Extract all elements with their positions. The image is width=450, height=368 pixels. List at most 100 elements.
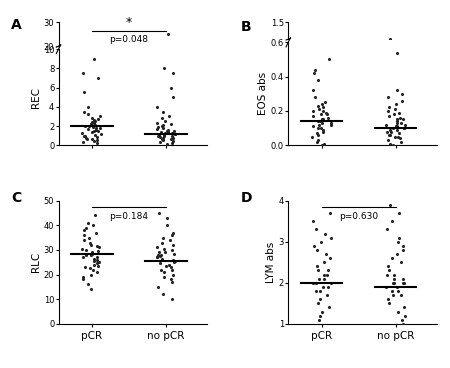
Point <box>81 232 88 238</box>
Point <box>320 141 327 146</box>
Point <box>168 277 175 283</box>
Point <box>85 112 92 117</box>
Point <box>395 130 402 136</box>
Point <box>79 254 86 260</box>
Point <box>165 262 172 268</box>
Text: p=0.048: p=0.048 <box>109 35 148 44</box>
Point <box>162 250 169 255</box>
Point <box>322 244 329 250</box>
Point <box>89 116 96 121</box>
Point <box>90 222 97 228</box>
Point <box>82 135 90 141</box>
Point <box>400 247 407 253</box>
Point <box>391 106 398 112</box>
Point <box>94 116 101 122</box>
Point <box>169 138 176 144</box>
Point <box>320 275 327 281</box>
Point <box>160 235 167 241</box>
Point <box>392 134 399 139</box>
Point <box>394 134 401 139</box>
Point <box>155 210 162 216</box>
Point <box>160 125 167 131</box>
Point <box>94 88 102 93</box>
Point <box>92 125 99 131</box>
Point <box>165 84 172 90</box>
Point <box>314 247 321 253</box>
Point <box>154 133 162 139</box>
Point <box>395 265 402 270</box>
Point <box>170 79 177 85</box>
Point <box>398 259 405 265</box>
Point <box>157 139 164 145</box>
Point <box>400 280 407 286</box>
Point <box>398 120 405 126</box>
Point <box>172 88 179 94</box>
Point <box>318 125 325 131</box>
Point <box>93 254 100 260</box>
Point <box>385 132 392 138</box>
Point <box>396 210 403 216</box>
Point <box>153 86 161 92</box>
Point <box>164 88 171 94</box>
Point <box>314 132 321 138</box>
Point <box>158 252 165 258</box>
Point <box>88 137 95 142</box>
Point <box>159 138 166 144</box>
Point <box>321 231 328 237</box>
Point <box>313 130 320 136</box>
Point <box>92 86 99 92</box>
Point <box>168 140 176 146</box>
Point <box>387 128 395 134</box>
Point <box>167 85 175 91</box>
Point <box>398 254 405 260</box>
Point <box>311 243 318 249</box>
Point <box>88 250 95 255</box>
Point <box>87 240 94 245</box>
Point <box>93 134 100 139</box>
Point <box>310 70 318 76</box>
Point <box>314 263 321 269</box>
Point <box>318 236 325 241</box>
Point <box>385 247 392 253</box>
Point <box>93 269 100 275</box>
Point <box>165 113 172 119</box>
Point <box>393 123 400 129</box>
Point <box>157 261 164 266</box>
Point <box>163 91 171 97</box>
Point <box>397 292 405 298</box>
Point <box>160 269 167 275</box>
Point <box>92 87 99 93</box>
Y-axis label: LYM abs: LYM abs <box>266 242 276 283</box>
Point <box>170 88 177 93</box>
Point <box>384 263 392 269</box>
Point <box>384 108 392 114</box>
Point <box>153 244 160 250</box>
Point <box>390 125 397 131</box>
Point <box>154 252 161 258</box>
Point <box>90 256 98 262</box>
Point <box>172 131 179 137</box>
Point <box>92 132 99 138</box>
Point <box>393 87 400 93</box>
Point <box>383 256 390 262</box>
Point <box>325 56 333 62</box>
Point <box>314 103 321 109</box>
Point <box>87 272 94 277</box>
Point <box>171 251 178 256</box>
Point <box>169 230 176 236</box>
Point <box>80 70 87 76</box>
Point <box>159 90 166 96</box>
Point <box>320 251 327 257</box>
Point <box>315 317 323 323</box>
Point <box>91 212 99 218</box>
Point <box>81 123 89 129</box>
Point <box>395 288 402 294</box>
Point <box>87 252 94 258</box>
Point <box>153 120 161 126</box>
Point <box>90 258 98 264</box>
Point <box>320 259 327 265</box>
Point <box>157 91 164 96</box>
Point <box>83 225 90 231</box>
Point <box>324 272 331 277</box>
Point <box>94 128 102 134</box>
